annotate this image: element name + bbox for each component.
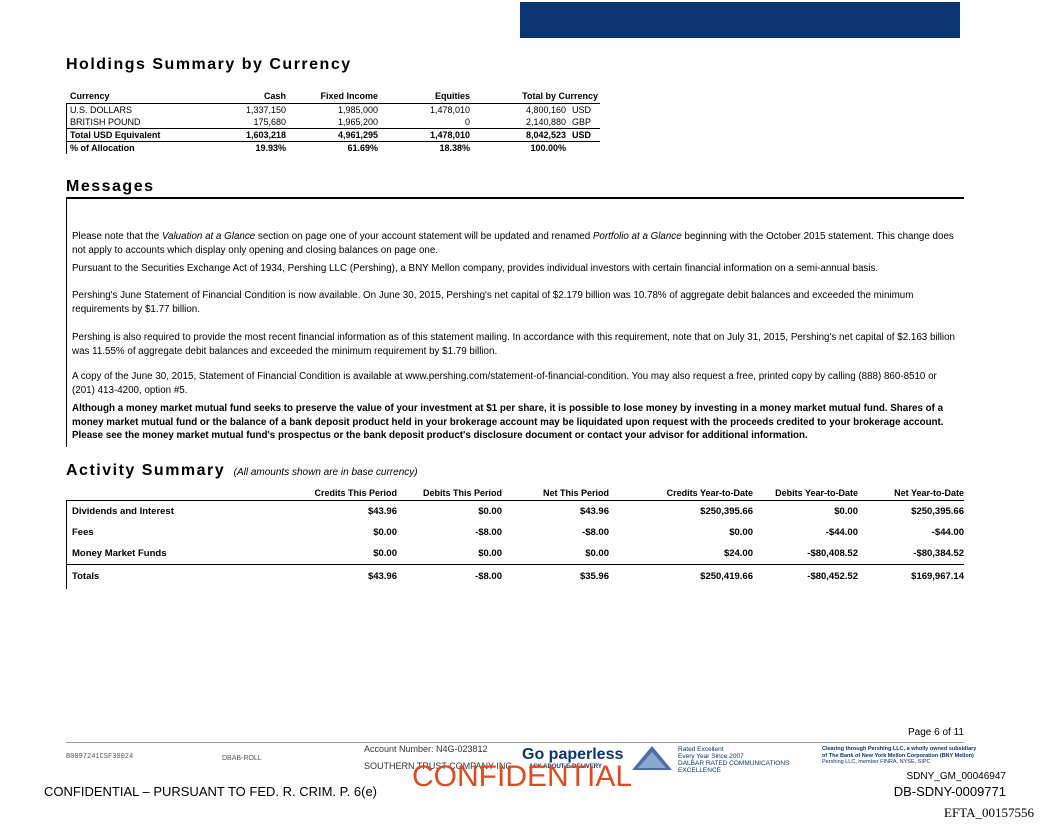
col-debits-period: Debits This Period bbox=[422, 488, 502, 498]
activity-title: Activity Summary bbox=[66, 462, 226, 479]
statement-code: B0097241CSF30024 bbox=[66, 753, 134, 761]
footer-rule bbox=[66, 742, 964, 743]
company-name: SOUTHERN TRUST COMPANY INC bbox=[364, 761, 512, 771]
clearing-disclosure: Clearing through Pershing LLC, a wholly … bbox=[822, 746, 977, 765]
col-net-ytd: Net Year-to-Date bbox=[894, 488, 964, 498]
activity-totals-row: Totals $43.96 -$8.00 $35.96 $250,419.66 … bbox=[66, 565, 964, 589]
col-credits-ytd: Credits Year-to-Date bbox=[666, 488, 753, 498]
activity-row: Money Market Funds $0.00 $0.00 $0.00 $24… bbox=[66, 543, 964, 565]
dalbar-seal-icon bbox=[632, 746, 672, 770]
messages-title: Messages bbox=[66, 178, 155, 195]
col-net-period: Net This Period bbox=[542, 488, 609, 498]
messages-left-border bbox=[66, 199, 67, 447]
bates-sdny-gm: SDNY_GM_00046947 bbox=[906, 771, 1006, 782]
col-currency: Currency bbox=[70, 91, 110, 101]
holdings-header-row: Currency Cash Fixed Income Equities Tota… bbox=[66, 90, 600, 104]
message-paragraph: Pershing is also required to provide the… bbox=[72, 332, 955, 357]
messages-rule bbox=[66, 197, 964, 199]
page-number: Page 6 of 11 bbox=[908, 727, 964, 738]
holdings-usd-equivalent-row: Total USD Equivalent 1,603,218 4,961,295… bbox=[66, 128, 600, 141]
header-banner bbox=[520, 2, 960, 38]
activity-row: Dividends and Interest $43.96 $0.00 $43.… bbox=[66, 501, 964, 522]
holdings-allocation-row: % of Allocation 19.93% 61.69% 18.38% 100… bbox=[66, 141, 600, 154]
account-number: Account Number: N4G-023812 bbox=[364, 744, 488, 754]
col-total-by-currency: Total by Currency bbox=[522, 91, 598, 101]
message-paragraph: A copy of the June 30, 2015, Statement o… bbox=[72, 371, 937, 396]
col-fixed-income: Fixed Income bbox=[320, 91, 378, 101]
message-paragraph: Pershing's June Statement of Financial C… bbox=[72, 290, 914, 315]
message-paragraph: Please note that the Valuation at a Glan… bbox=[72, 231, 954, 256]
confidential-legend: CONFIDENTIAL – PURSUANT TO FED. R. CRIM.… bbox=[44, 784, 378, 799]
roll-code: DBAB-ROLL bbox=[222, 755, 262, 762]
holdings-row: U.S. DOLLARS 1,337,150 1,985,000 1,478,0… bbox=[66, 104, 600, 116]
bates-db-sdny: DB-SDNY-0009771 bbox=[893, 784, 1006, 799]
col-credits-period: Credits This Period bbox=[314, 488, 397, 498]
go-paperless-logo: Go paperless bbox=[522, 746, 624, 763]
activity-row: Fees $0.00 -$8.00 -$8.00 $0.00 -$44.00 -… bbox=[66, 522, 964, 543]
go-paperless-tagline: ASK ABOUT E-DELIVERY bbox=[529, 764, 602, 770]
col-cash: Cash bbox=[263, 91, 286, 101]
holdings-row: BRITISH POUND 175,680 1,965,200 0 2,140,… bbox=[66, 116, 600, 128]
dalbar-rating: Rated Excellent Every Year Since 2007 DA… bbox=[678, 746, 790, 774]
activity-header-row: Credits This Period Debits This Period N… bbox=[66, 486, 964, 501]
bates-efta: EFTA_00157556 bbox=[944, 805, 1034, 820]
holdings-table: Currency Cash Fixed Income Equities Tota… bbox=[66, 90, 600, 154]
activity-subtitle: (All amounts shown are in base currency) bbox=[233, 467, 418, 478]
confidential-stamp: CONFIDENTIAL bbox=[412, 760, 633, 793]
col-equities: Equities bbox=[434, 91, 470, 101]
activity-table: Credits This Period Debits This Period N… bbox=[66, 486, 964, 589]
message-paragraph: Pursuant to the Securities Exchange Act … bbox=[72, 263, 879, 274]
col-debits-ytd: Debits Year-to-Date bbox=[775, 488, 858, 498]
activity-title-block: Activity Summary (All amounts shown are … bbox=[66, 462, 418, 480]
money-market-disclosure: Although a money market mutual fund seek… bbox=[72, 403, 944, 441]
holdings-title: Holdings Summary by Currency bbox=[66, 56, 352, 73]
